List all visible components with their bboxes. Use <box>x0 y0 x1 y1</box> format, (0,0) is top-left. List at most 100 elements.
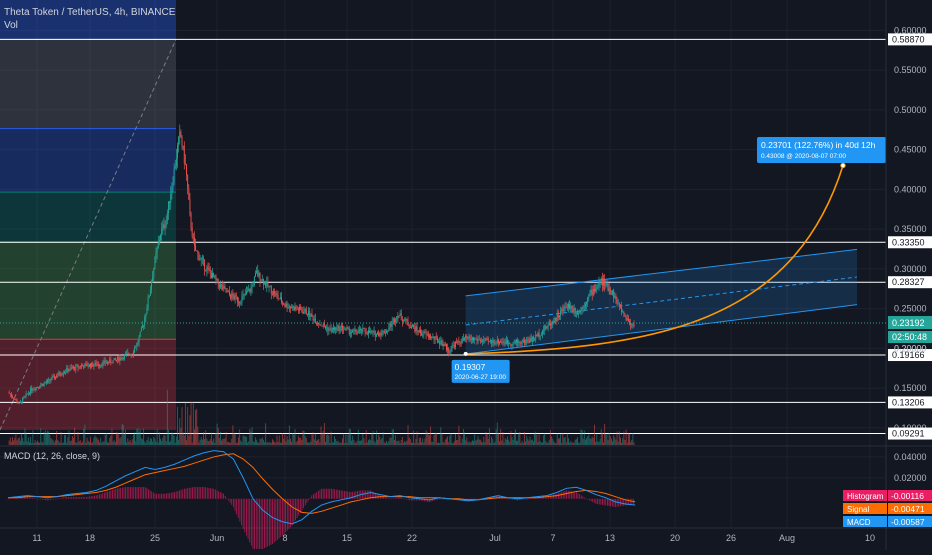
level-price-label[interactable]: 0.58870 <box>888 33 932 46</box>
macd-histogram-bar <box>330 488 332 499</box>
volume-bar <box>203 432 204 445</box>
macd-histogram-bar <box>507 498 509 500</box>
volume-bar <box>560 434 562 445</box>
candle <box>201 254 203 265</box>
volume-bar <box>534 433 536 445</box>
volume-bar <box>516 440 517 445</box>
candle <box>553 317 555 325</box>
candle-body <box>622 311 624 313</box>
candle <box>262 278 264 291</box>
candle <box>47 378 48 385</box>
volume-bar <box>102 441 104 445</box>
candle <box>449 349 451 356</box>
candle-body <box>575 312 577 314</box>
candle-body <box>93 365 95 367</box>
candle-body <box>614 296 616 299</box>
candle-body <box>535 334 537 340</box>
macd-readout-macd[interactable]: MACD -0.00587 <box>843 516 932 527</box>
macd-histogram-bar <box>391 498 393 500</box>
candle-body <box>279 297 281 300</box>
candle <box>22 397 24 405</box>
candle <box>614 292 616 299</box>
volume-bar <box>149 438 151 445</box>
volume-bar <box>337 440 339 445</box>
macd-readout-histogram[interactable]: Histogram -0.00116 <box>843 490 932 501</box>
price-axis-tick-label: 0.35000 <box>894 224 927 234</box>
volume-bar <box>61 442 63 445</box>
candle-body <box>625 315 627 321</box>
candle <box>49 378 51 385</box>
volume-bar <box>278 435 280 445</box>
forecast-curve[interactable] <box>465 165 844 355</box>
candle <box>346 324 348 331</box>
candle <box>103 357 105 366</box>
parallel-channel[interactable] <box>465 248 858 355</box>
macd-histogram-bar <box>278 498 280 539</box>
candle <box>439 337 441 349</box>
volume-label[interactable]: Vol <box>4 20 18 31</box>
level-price-label[interactable]: 0.28327 <box>888 276 932 289</box>
candle <box>483 335 485 344</box>
candle <box>41 382 43 387</box>
macd-line[interactable] <box>7 450 636 525</box>
price-axis[interactable]: 0.600000.550000.500000.450000.400000.350… <box>888 25 932 440</box>
macd-histogram-bar <box>598 498 600 505</box>
level-price-label[interactable]: 0.19166 <box>888 349 932 362</box>
time-axis[interactable]: 11 18 25 Jun 8 15 22 Jul 7 13 20 26 Aug 10 <box>32 533 875 543</box>
candle-body <box>546 327 548 329</box>
candle-body <box>595 288 597 292</box>
level-price-label[interactable]: 0.09291 <box>888 427 932 440</box>
macd-readout-signal[interactable]: Signal -0.00471 <box>843 503 932 514</box>
candle <box>91 362 93 369</box>
level-price-label[interactable]: 0.13206 <box>888 396 932 409</box>
symbol-title[interactable]: Theta Token / TetherUS, 4h, BINANCE <box>4 7 176 18</box>
candle-body <box>296 308 298 310</box>
volume-bar <box>30 436 32 445</box>
macd-histogram-bar <box>265 498 267 548</box>
candle-body <box>389 323 391 328</box>
volume-bar <box>435 433 437 445</box>
candle-body <box>382 330 384 332</box>
candle-body <box>231 293 233 299</box>
candle-body <box>360 328 362 330</box>
volume-bar <box>49 435 51 445</box>
macd-histogram-bar <box>616 498 618 507</box>
candle-body <box>603 280 604 286</box>
volume-bar <box>297 435 299 445</box>
level-price-label[interactable]: 0.33350 <box>888 236 932 249</box>
macd-histogram-bar <box>63 497 64 499</box>
candle-body <box>112 360 114 364</box>
volume-bar <box>564 436 566 445</box>
macd-histogram-bar <box>608 498 610 507</box>
candle <box>415 322 417 335</box>
channel-lower-line[interactable] <box>465 304 858 355</box>
forecast-start-point[interactable] <box>463 351 468 356</box>
candle-body <box>590 289 592 294</box>
macd-histogram-bar <box>298 498 300 516</box>
candle <box>316 321 317 326</box>
channel-upper-line[interactable] <box>465 248 858 297</box>
forecast-end-point[interactable] <box>840 162 846 169</box>
candle <box>493 338 495 347</box>
candle-body <box>364 328 366 333</box>
candle <box>581 306 583 315</box>
level-price-label-text: 0.58870 <box>892 34 925 44</box>
candle <box>85 360 87 367</box>
macd-readouts[interactable]: Histogram -0.00116 Signal -0.00471 MACD -0.00… <box>843 490 932 527</box>
candle <box>530 333 532 343</box>
candle <box>382 330 384 336</box>
candle <box>84 363 86 368</box>
candle <box>50 377 52 384</box>
candle <box>147 293 149 311</box>
candle <box>296 305 298 310</box>
macd-histogram-bar <box>477 498 479 500</box>
macd-histogram-bar <box>301 498 303 511</box>
candle-body <box>247 291 249 293</box>
macd-label[interactable]: MACD (12, 26, close, 9) <box>4 451 101 461</box>
